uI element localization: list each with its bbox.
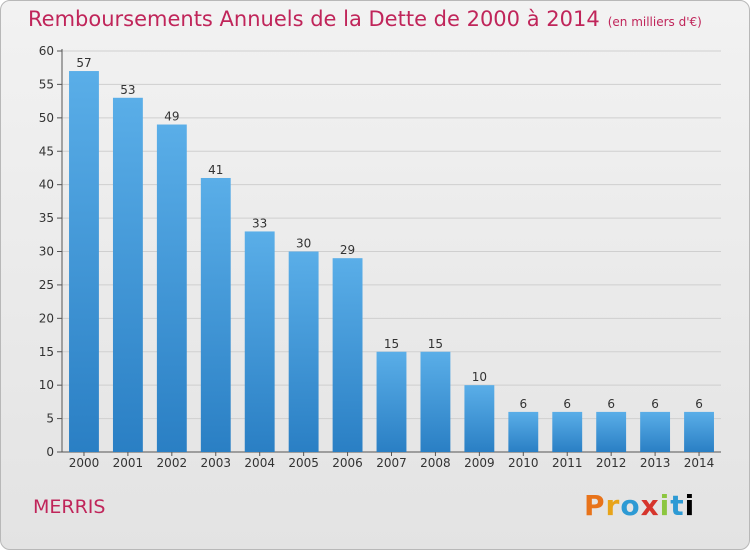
x-tick-label: 2006	[332, 456, 363, 470]
y-tick-label: 60	[39, 44, 54, 58]
data-labels: 57 53 49 41 33 30 29 15 15 10 6 6 6 6 6	[76, 56, 703, 411]
x-tick-label: 2001	[113, 456, 144, 470]
x-tick-label: 2010	[508, 456, 539, 470]
y-tick-label: 0	[46, 445, 54, 459]
bar	[596, 411, 627, 452]
bar-value-label: 10	[472, 370, 487, 384]
bar	[156, 124, 187, 453]
x-tick-label: 2014	[684, 456, 715, 470]
x-tick-label: 2002	[157, 456, 188, 470]
bar-value-label: 49	[164, 110, 179, 124]
bar-value-label: 30	[296, 237, 311, 251]
y-tick-label: 45	[39, 144, 54, 158]
bar	[200, 177, 231, 452]
axes: 0 5 10 15 20 25 30 35 40 45 50 55 60 2000 2001 2002 2003…	[39, 44, 721, 470]
bars	[69, 71, 714, 453]
logo-letter: x	[640, 489, 660, 522]
x-tick-label: 2003	[200, 456, 231, 470]
bar	[684, 411, 714, 452]
bar-value-label: 53	[120, 83, 135, 97]
y-tick-label: 15	[39, 345, 54, 359]
bar-value-label: 29	[340, 243, 355, 257]
bar	[244, 231, 275, 452]
y-tick-label: 50	[39, 111, 54, 125]
y-tick-label: 25	[39, 278, 54, 292]
x-tick-label: 2007	[376, 456, 407, 470]
bar-value-label: 15	[428, 337, 443, 351]
x-tick-label: 2013	[640, 456, 671, 470]
town-name: MERRIS	[33, 496, 106, 518]
bar-value-label: 41	[208, 163, 223, 177]
y-tick-label: 10	[39, 378, 54, 392]
bar	[69, 71, 99, 453]
x-tick-label: 2000	[69, 456, 100, 470]
bar-value-label: 6	[651, 397, 659, 411]
logo-letter: r	[605, 489, 621, 522]
bar	[552, 411, 583, 452]
x-tick-label: 2012	[596, 456, 627, 470]
bar	[288, 251, 319, 452]
chart-title-text: Remboursements Annuels de la Dette de 20…	[28, 7, 600, 31]
logo-letter: o	[620, 489, 641, 522]
bar	[464, 385, 495, 452]
y-tick-label: 20	[39, 311, 54, 325]
x-tick-label: 2004	[244, 456, 275, 470]
y-tick-label: 35	[39, 211, 54, 225]
y-tick-label: 55	[39, 77, 54, 91]
chart-unit: (en milliers d'€)	[607, 15, 702, 29]
bar	[508, 411, 539, 452]
logo-letter: i	[659, 489, 671, 522]
y-tick-label: 5	[46, 412, 54, 426]
bar-value-label: 6	[519, 397, 527, 411]
bar-value-label: 57	[76, 56, 91, 70]
y-tick-label: 40	[39, 178, 54, 192]
x-tick-label: 2011	[552, 456, 583, 470]
bar	[376, 351, 407, 452]
bar-value-label: 6	[607, 397, 615, 411]
bar	[420, 351, 451, 452]
proxiti-logo[interactable]: Proxiti	[584, 489, 695, 522]
bar-value-label: 6	[695, 397, 703, 411]
bar-value-label: 15	[384, 337, 399, 351]
chart-title: Remboursements Annuels de la Dette de 20…	[28, 7, 702, 31]
bar	[332, 258, 363, 452]
y-tick-label: 30	[39, 245, 54, 259]
bar	[640, 411, 671, 452]
x-tick-label: 2005	[288, 456, 319, 470]
bar	[112, 97, 143, 453]
logo-letter: i	[684, 489, 696, 522]
logo-letter: t	[670, 489, 685, 522]
x-tick-label: 2009	[464, 456, 495, 470]
bar-value-label: 6	[563, 397, 571, 411]
bar-value-label: 33	[252, 216, 267, 230]
logo-letter: P	[584, 489, 606, 522]
x-tick-label: 2008	[420, 456, 451, 470]
